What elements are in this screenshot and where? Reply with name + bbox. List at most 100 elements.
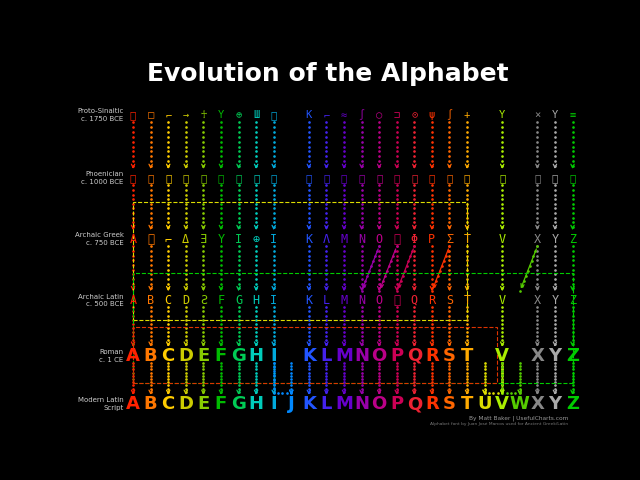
Text: U: U: [477, 394, 492, 412]
Text: X: X: [531, 346, 544, 364]
Text: W: W: [510, 394, 530, 412]
Text: 𐤂: 𐤂: [165, 173, 172, 183]
Text: K: K: [305, 293, 312, 306]
Text: ∫: ∫: [446, 109, 452, 120]
Text: Q: Q: [406, 394, 422, 412]
Text: P: P: [390, 394, 403, 412]
Text: D: D: [179, 346, 193, 364]
Text: B: B: [144, 394, 157, 412]
Text: I: I: [235, 232, 242, 245]
Text: V: V: [495, 394, 509, 412]
Text: ⊙: ⊙: [411, 110, 417, 120]
Text: Z: Z: [566, 346, 579, 364]
Text: ☥: ☥: [200, 110, 207, 120]
Bar: [133, 327, 497, 383]
Text: S: S: [443, 394, 456, 412]
Text: V: V: [495, 346, 509, 364]
Text: ꟼ: ꟼ: [393, 293, 400, 306]
Text: Σ: Σ: [446, 232, 453, 245]
Text: A: A: [126, 346, 140, 364]
Text: →: →: [182, 110, 189, 120]
Text: T: T: [461, 394, 473, 412]
Text: I: I: [270, 232, 277, 245]
Text: P: P: [428, 232, 435, 245]
Text: H: H: [253, 293, 260, 306]
Text: P: P: [390, 346, 403, 364]
Text: 𐤆: 𐤆: [236, 173, 242, 183]
Text: ⌐: ⌐: [164, 232, 172, 245]
Text: K: K: [306, 110, 312, 120]
Text: I: I: [270, 346, 277, 364]
Text: 𐤊: 𐤊: [306, 173, 312, 183]
Text: E: E: [197, 346, 209, 364]
Text: 𐤃: 𐤃: [182, 173, 189, 183]
Text: M: M: [340, 232, 348, 245]
Text: 𐤉: 𐤉: [271, 173, 277, 183]
Text: K: K: [305, 232, 312, 245]
Text: Roman
c. 1 CE: Roman c. 1 CE: [99, 348, 124, 362]
Text: Λ: Λ: [323, 232, 330, 245]
Text: +: +: [464, 110, 470, 120]
Text: N: N: [354, 346, 369, 364]
Text: Y: Y: [552, 110, 558, 120]
Bar: [133, 203, 467, 320]
Text: ⊐: ⊐: [394, 110, 400, 120]
Text: Y: Y: [552, 293, 559, 306]
Text: C: C: [162, 346, 175, 364]
Text: ⌐: ⌐: [323, 110, 330, 120]
Text: N: N: [358, 293, 365, 306]
Text: Y: Y: [218, 232, 225, 245]
Text: ψ: ψ: [429, 110, 435, 120]
Text: Y: Y: [548, 346, 561, 364]
Text: Alphabet font by Juan José Marcos used for Ancient Greek/Latin: Alphabet font by Juan José Marcos used f…: [431, 421, 568, 425]
Text: 𐤁: 𐤁: [148, 173, 154, 183]
Text: Phoenician
c. 1000 BCE: Phoenician c. 1000 BCE: [81, 171, 124, 184]
Text: O: O: [376, 232, 383, 245]
Text: 𐤏: 𐤏: [376, 173, 382, 183]
Text: 𐤎: 𐤎: [534, 173, 541, 183]
Text: 𐤌: 𐤌: [341, 173, 347, 183]
Text: X: X: [534, 232, 541, 245]
Text: Y: Y: [548, 394, 561, 412]
Text: M: M: [335, 346, 353, 364]
Text: ⌐: ⌐: [165, 110, 172, 120]
Text: ≡: ≡: [570, 110, 575, 120]
Text: L: L: [323, 293, 330, 306]
Text: I: I: [270, 394, 277, 412]
Text: K: K: [302, 394, 316, 412]
Text: 𓃾: 𓃾: [130, 110, 136, 120]
Text: Z: Z: [569, 293, 576, 306]
Text: A: A: [129, 232, 136, 245]
Text: 𐤅: 𐤅: [218, 173, 224, 183]
Text: T: T: [461, 346, 473, 364]
Text: ⊕: ⊕: [253, 232, 260, 245]
Text: Modern Latin
Script: Modern Latin Script: [78, 396, 124, 410]
Text: 𐤆: 𐤆: [570, 173, 575, 183]
Text: ○: ○: [376, 110, 382, 120]
Text: ×: ×: [534, 110, 541, 120]
Text: X: X: [531, 394, 544, 412]
Text: S: S: [443, 346, 456, 364]
Text: D: D: [182, 293, 189, 306]
Text: Q: Q: [411, 293, 418, 306]
Text: G: G: [235, 293, 242, 306]
Text: F: F: [215, 346, 227, 364]
Text: A: A: [129, 293, 136, 306]
Text: 𐤔: 𐤔: [446, 173, 452, 183]
Text: 𐤀: 𐤀: [130, 173, 136, 183]
Text: Y: Y: [499, 110, 506, 120]
Text: L: L: [321, 346, 332, 364]
Text: Proto-Sinaitic
c. 1750 BCE: Proto-Sinaitic c. 1750 BCE: [77, 108, 124, 121]
Text: ∫: ∫: [358, 109, 365, 120]
Text: 𐤇: 𐤇: [253, 173, 259, 183]
Text: Ƨ: Ƨ: [200, 293, 207, 306]
Text: ⊕: ⊕: [236, 110, 242, 120]
Text: 𐤒: 𐤒: [411, 173, 417, 183]
Text: R: R: [425, 394, 439, 412]
Text: G: G: [231, 394, 246, 412]
Text: H: H: [248, 394, 264, 412]
Text: O: O: [372, 346, 387, 364]
Text: M: M: [335, 394, 353, 412]
Text: Evolution of the Alphabet: Evolution of the Alphabet: [147, 62, 509, 86]
Text: 𐤐: 𐤐: [394, 173, 400, 183]
